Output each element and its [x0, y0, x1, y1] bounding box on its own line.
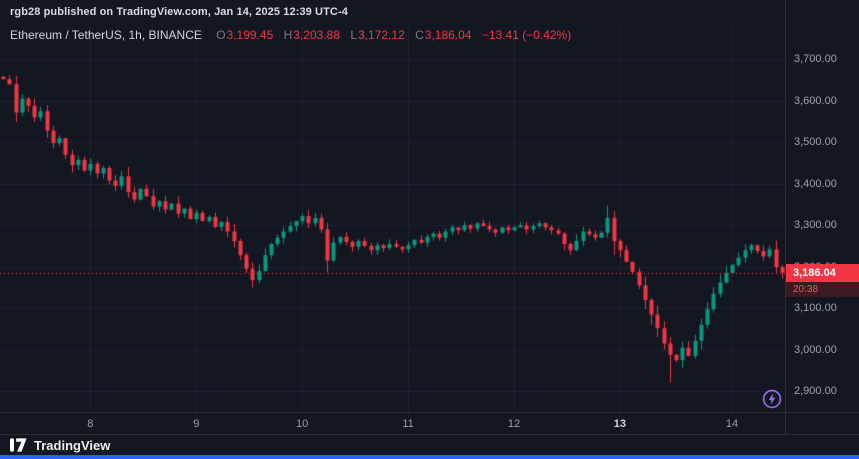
time-tick: 14 [725, 418, 739, 430]
time-tick: 10 [296, 418, 309, 430]
symbol-title: Ethereum / TetherUS, 1h, BINANCE [10, 28, 202, 42]
price-tick: 3,000.00 [794, 343, 837, 356]
price-tick: 3,600.00 [794, 94, 837, 107]
time-tick: 13 [613, 418, 627, 430]
accent-strip [0, 455, 859, 459]
price-tick: 2,900.00 [794, 385, 837, 398]
low-value: 3,172.12 [358, 28, 405, 42]
price-tick: 3,400.00 [794, 177, 837, 190]
open-value: 3,199.45 [226, 28, 274, 42]
open-label: O [216, 28, 226, 42]
price-tick: 3,500.00 [794, 136, 837, 149]
tradingview-brand[interactable]: TradingView [34, 437, 111, 453]
time-tick: 8 [87, 418, 94, 430]
footer-bar: TradingView [0, 434, 859, 455]
time-tick: 11 [402, 418, 414, 430]
price-tick: 3,100.00 [794, 302, 837, 315]
price-axis[interactable]: 3,700.00 3,600.00 3,500.00 3,400.00 3,300.00… [785, 0, 859, 434]
time-tick: 12 [507, 418, 521, 430]
time-axis[interactable]: 8 9 10 11 12 13 14 [0, 412, 859, 434]
countdown-label: 20:38 [786, 281, 859, 297]
time-tick: 9 [193, 418, 200, 430]
high-value: 3,203.88 [293, 28, 340, 42]
tradingview-logo-icon[interactable] [10, 438, 27, 452]
symbol-legend[interactable]: Ethereum / TetherUS, 1h, BINANCE O3,199.… [10, 28, 571, 42]
change-value: −13.41 (−0.42%) [481, 28, 572, 42]
price-tick: 3,700.00 [794, 53, 837, 66]
candlestick-chart[interactable] [0, 0, 785, 440]
close-label: C [415, 28, 424, 42]
low-label: L [350, 28, 358, 42]
high-label: H [283, 28, 293, 42]
attribution-text: rgb28 published on TradingView.com, Jan … [10, 6, 348, 18]
close-value: 3,186.04 [424, 28, 472, 42]
last-price-label: 3,186.04 [786, 263, 859, 282]
price-tick: 3,300.00 [794, 219, 837, 232]
flash-icon[interactable] [762, 389, 782, 409]
